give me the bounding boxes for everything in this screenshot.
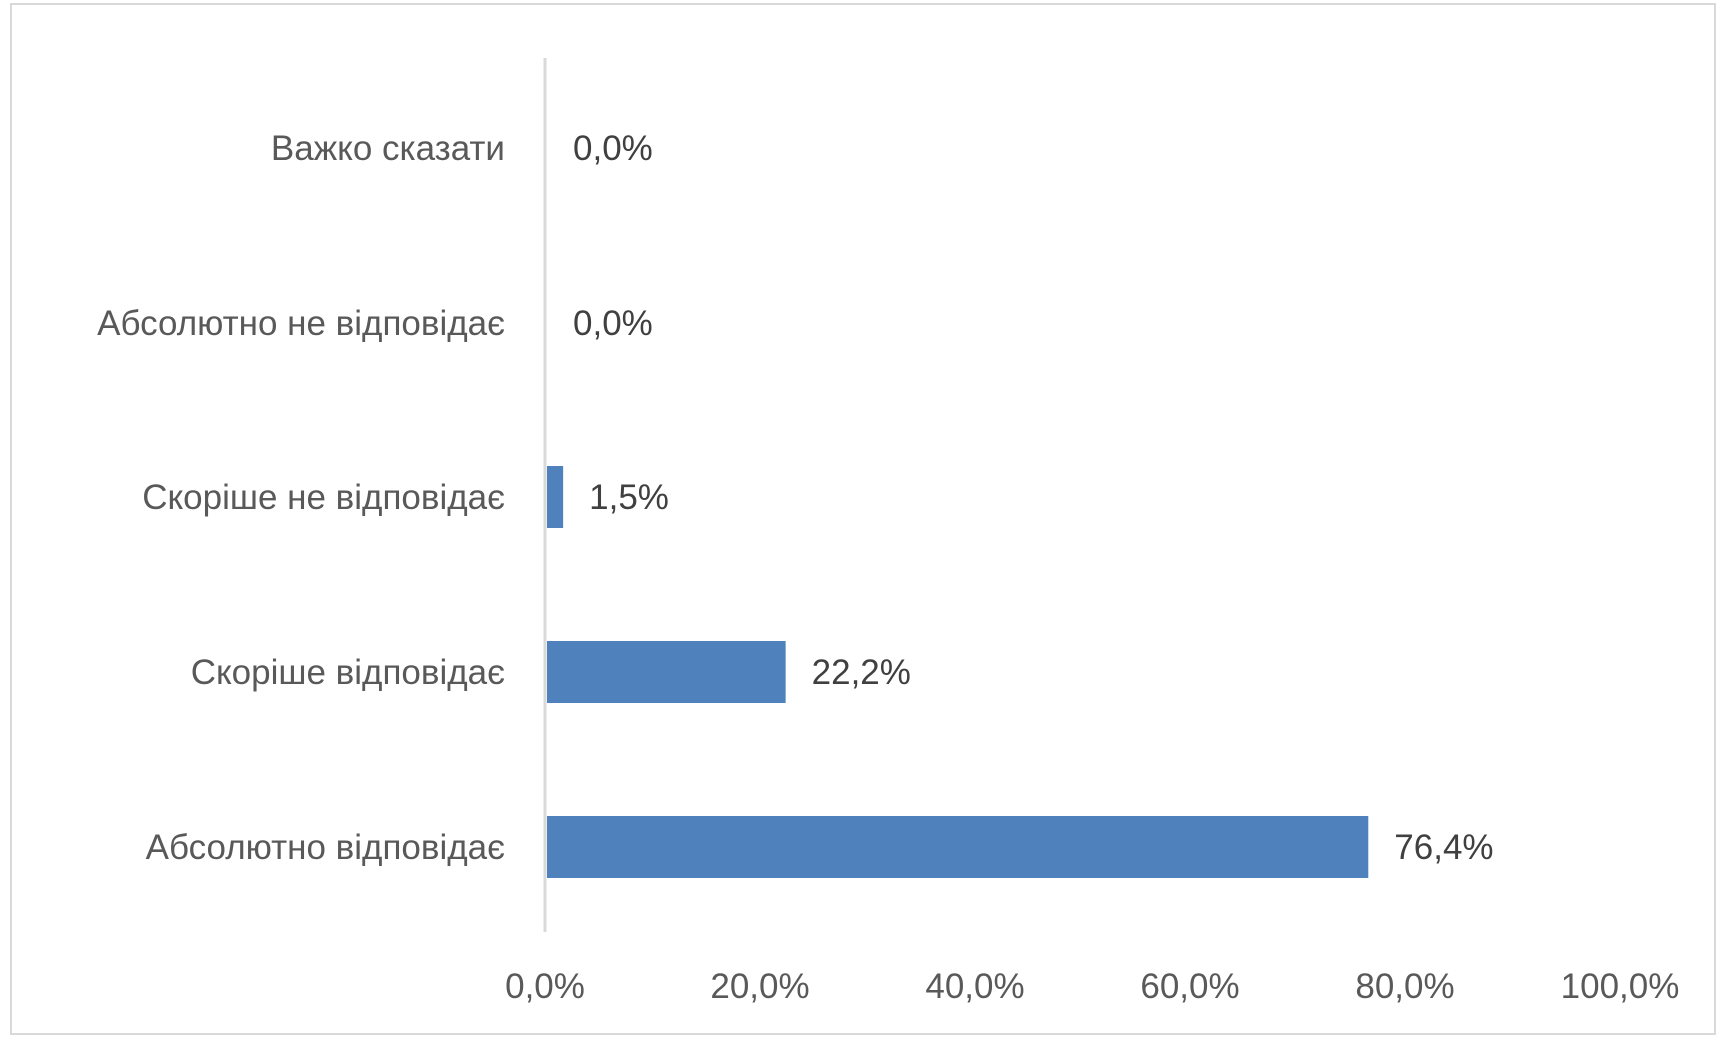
bars: [547, 466, 1369, 878]
value-label: 0,0%: [573, 129, 653, 168]
bar: [547, 641, 786, 703]
x-tick-label: 60,0%: [1140, 967, 1239, 1006]
category-label: Абсолютно відповідає: [146, 828, 505, 867]
value-label: 1,5%: [589, 478, 669, 517]
x-tick-labels: 0,0% 20,0% 40,0% 60,0% 80,0% 100,0%: [505, 967, 1679, 1006]
category-labels: Важко сказати Абсолютно не відповідає Скор…: [97, 129, 505, 867]
category-label: Скоріше відповідає: [191, 653, 505, 692]
x-tick-label: 0,0%: [505, 967, 585, 1006]
bar: [547, 466, 564, 528]
category-label: Абсолютно не відповідає: [97, 304, 505, 343]
category-label: Важко сказати: [271, 129, 505, 168]
x-tick-label: 100,0%: [1561, 967, 1680, 1006]
value-label: 0,0%: [573, 304, 653, 343]
value-labels: 0,0% 0,0% 1,5% 22,2% 76,4%: [573, 129, 1494, 867]
category-label: Скоріше не відповідає: [142, 478, 505, 517]
x-tick-label: 40,0%: [925, 967, 1024, 1006]
value-label: 22,2%: [812, 653, 911, 692]
x-tick-label: 80,0%: [1355, 967, 1454, 1006]
x-tick-label: 20,0%: [710, 967, 809, 1006]
bar: [547, 816, 1369, 878]
value-label: 76,4%: [1394, 828, 1493, 867]
